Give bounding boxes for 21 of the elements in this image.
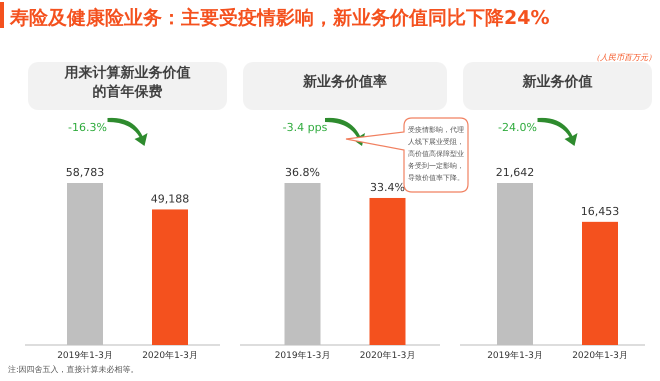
x-tick-label: 2019年1-3月 (274, 350, 330, 361)
chart-title: 新业务价值 (522, 73, 592, 90)
text: -16.3% (68, 121, 107, 134)
text: -3.4 pps (282, 121, 328, 134)
chart-title: 用来计算新业务价值的首年保费 (64, 64, 190, 100)
data-label: 21,642 (496, 166, 534, 179)
x-tick-label: 2019年1-3月 (57, 350, 113, 361)
chart-title: 新业务价值率 (302, 73, 387, 90)
data-label: 16,453 (580, 204, 620, 218)
text: （人民币百万元） (592, 53, 656, 62)
data-label: 58,783 (66, 166, 104, 179)
text: 寿险及健康险业务：主要受疫情影响，新业务价值同比下降24% (9, 7, 550, 29)
x-tick-label: 2020年1-3月 (572, 350, 628, 361)
data-label: 36.8% (285, 166, 320, 179)
x-tick-label: 2020年1-3月 (142, 350, 198, 361)
data-label: 33.4% (370, 180, 405, 194)
text: -24.0% (498, 121, 537, 134)
text: 注:因四舍五入，直接计算未必相等。 (8, 365, 139, 374)
data-label: 49,188 (150, 192, 190, 206)
x-tick-label: 2020年1-3月 (360, 350, 416, 361)
x-tick-label: 2019年1-3月 (487, 350, 543, 361)
